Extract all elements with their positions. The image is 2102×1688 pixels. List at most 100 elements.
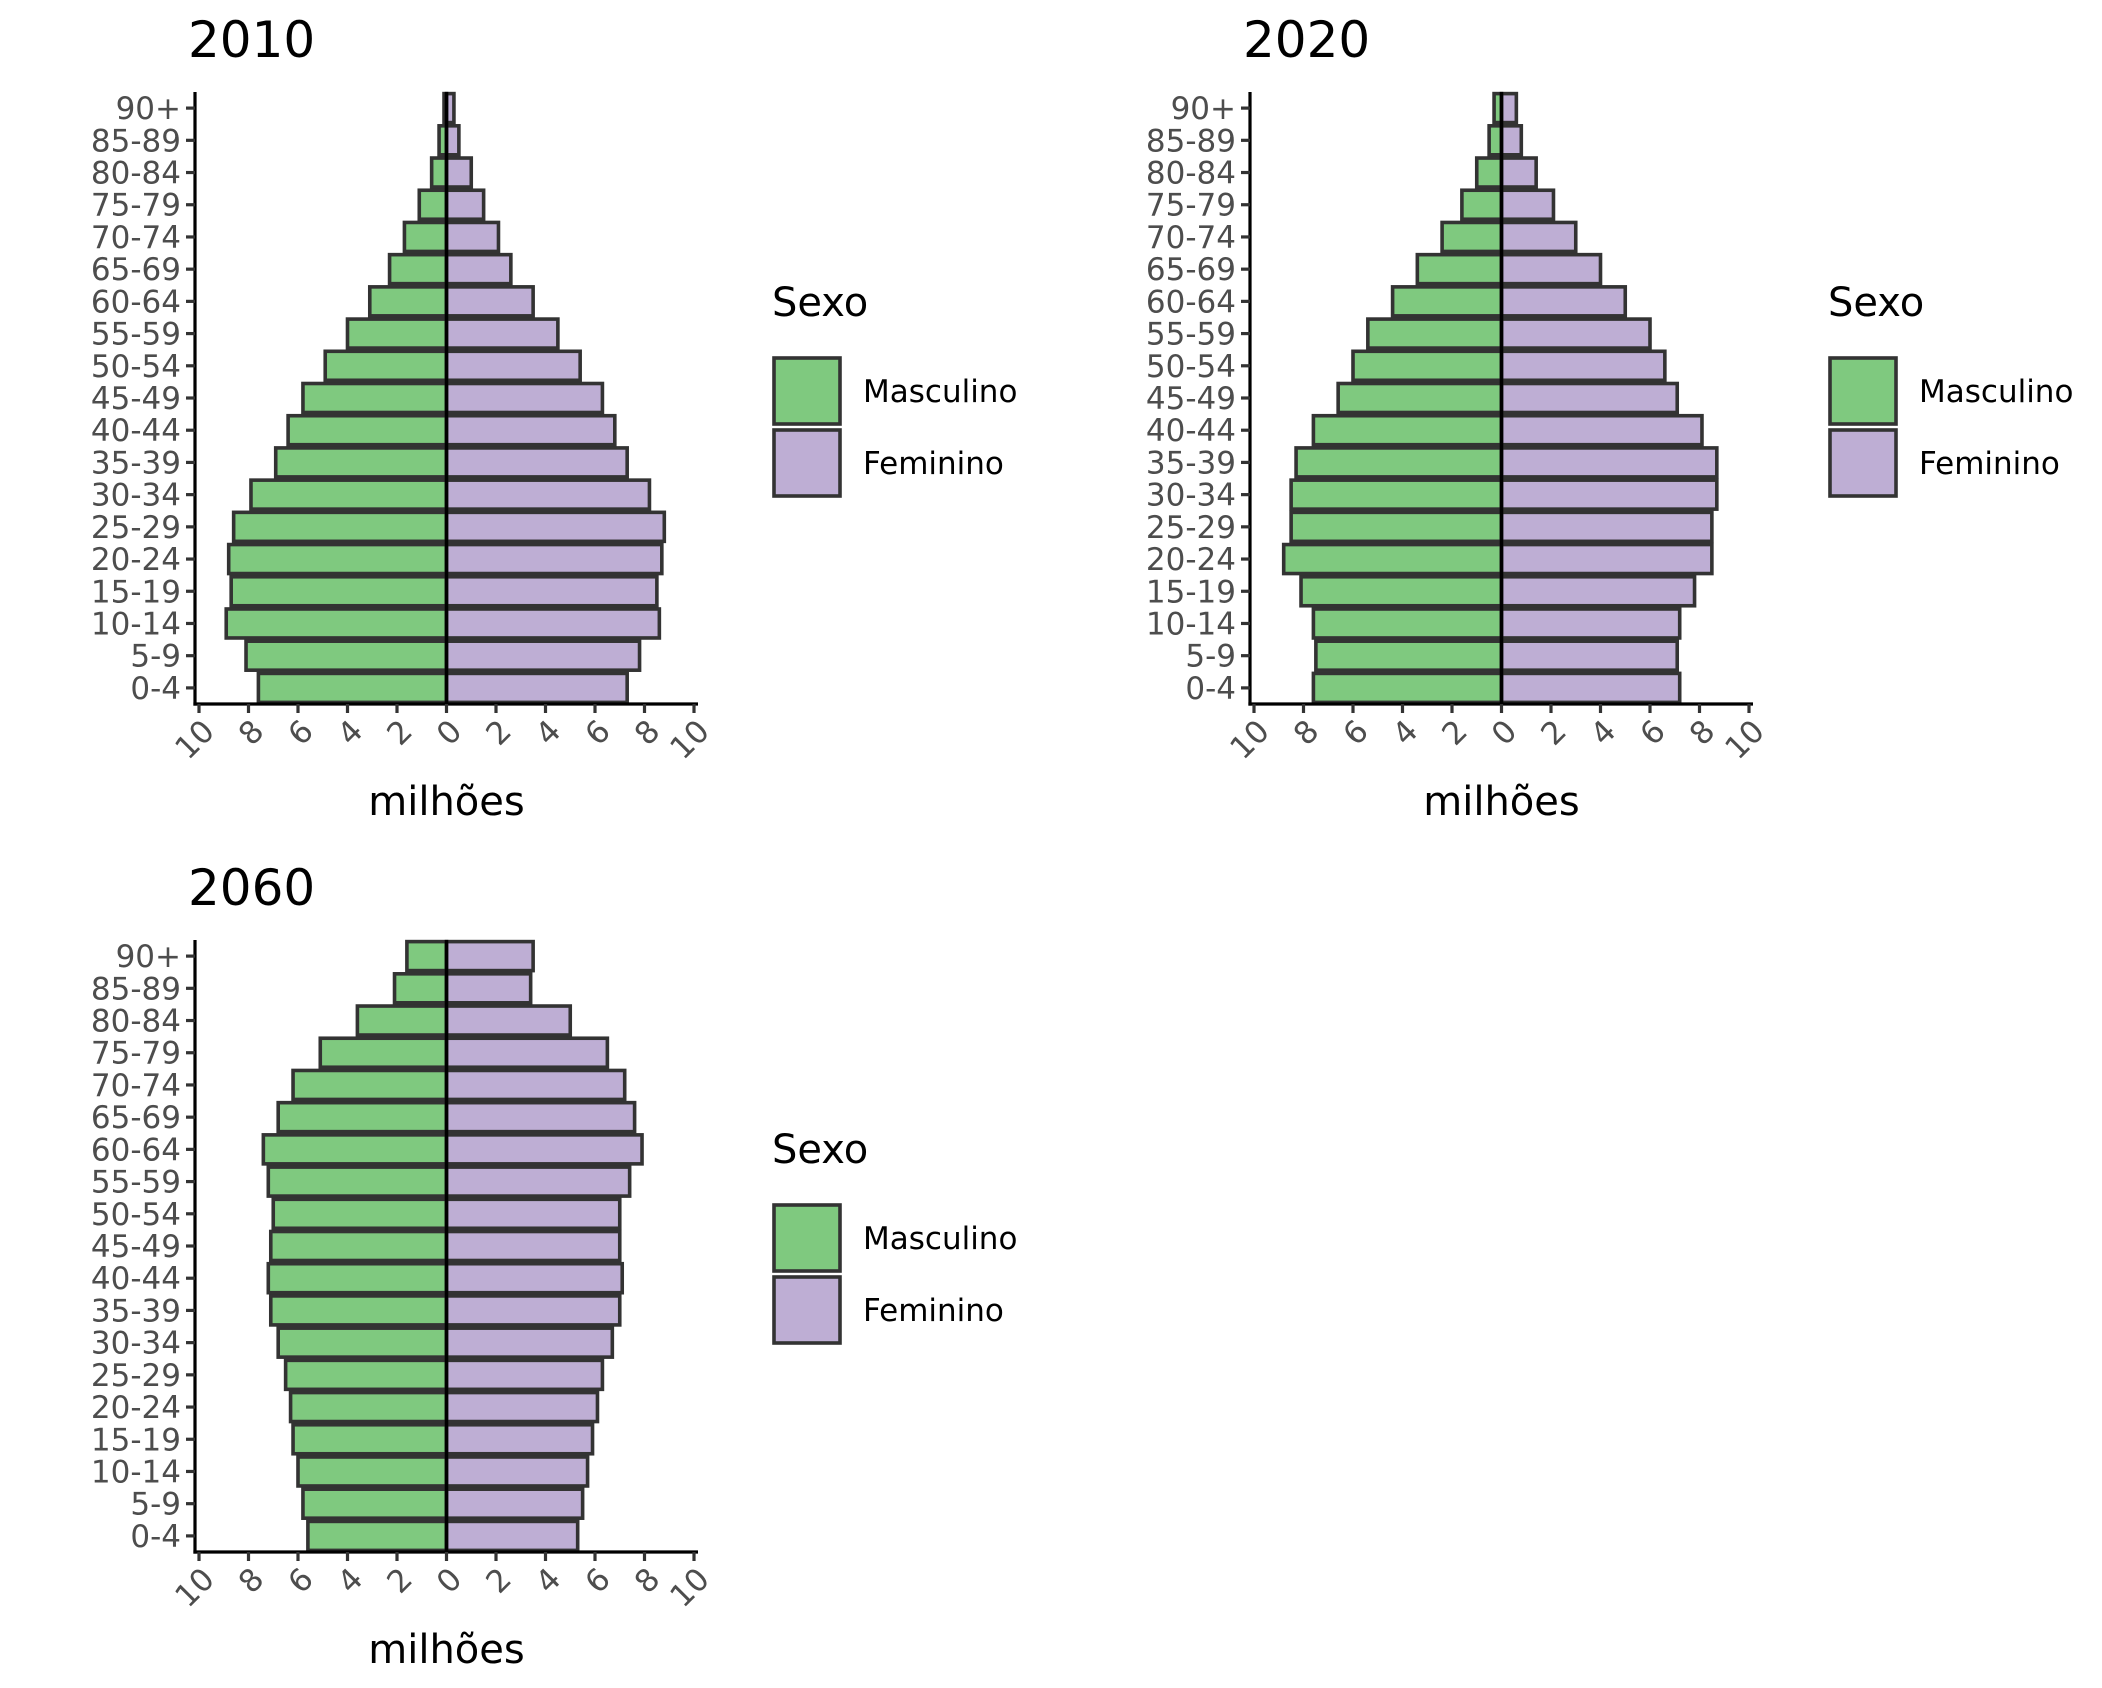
legend: Sexo Masculino Feminino (772, 280, 1017, 498)
age-group-label: 10-14 (91, 606, 181, 642)
bar-masculino-40-44 (286, 413, 449, 447)
bar-masculino-65-69 (387, 252, 449, 286)
pyramid-panel-1: 2020 0-45-910-1415-1920-2425-2930-3435-39… (1146, 11, 2074, 825)
bar-masculino-20-24 (288, 1390, 449, 1424)
legend-title: Sexo (772, 1127, 868, 1173)
bar-masculino-70-74 (402, 220, 449, 254)
bar-feminino-50-54 (444, 1197, 622, 1231)
x-tick-label: 10 (1718, 713, 1771, 766)
bar-masculino-0-4 (306, 1519, 449, 1553)
bar-masculino-30-34 (276, 1326, 449, 1359)
age-group-label: 50-54 (91, 1197, 181, 1233)
age-group-label: 15-19 (1146, 574, 1236, 610)
age-group-label: 55-59 (91, 1165, 181, 1201)
bar-masculino-30-34 (1289, 478, 1504, 511)
legend-key-feminino (772, 1275, 842, 1345)
bar-masculino-55-59 (345, 317, 449, 350)
x-tick-label: 8 (232, 713, 271, 752)
bar-masculino-55-59 (1366, 317, 1504, 350)
age-group-label: 35-39 (91, 1293, 181, 1329)
x-tick-label: 10 (168, 713, 221, 766)
age-group-label: 40-44 (1146, 413, 1236, 449)
bar-masculino-15-19 (1299, 574, 1504, 608)
bar-feminino-20-24 (1499, 542, 1714, 576)
bar-feminino-60-64 (444, 1133, 644, 1166)
legend-label-masculino: Masculino (1919, 374, 2073, 410)
bar-masculino-15-19 (291, 1422, 449, 1456)
legend-label-feminino: Feminino (863, 446, 1004, 482)
bar-feminino-10-14 (1499, 607, 1682, 640)
x-tick-label: 2 (1534, 713, 1573, 752)
x-tick-label: 4 (529, 713, 568, 752)
x-tick-label: 8 (232, 1561, 271, 1600)
age-group-label: 5-9 (130, 639, 181, 675)
legend-title: Sexo (1828, 280, 1924, 326)
bar-masculino-40-44 (1311, 413, 1504, 447)
x-tick-label: 4 (1584, 713, 1623, 752)
bar-feminino-20-24 (444, 1390, 600, 1424)
bar-masculino-65-69 (1415, 252, 1504, 286)
bar-feminino-65-69 (444, 1100, 637, 1134)
legend-key-masculino (1828, 356, 1898, 426)
age-group-label: 65-69 (91, 1100, 181, 1136)
x-tick-label: 10 (1223, 713, 1276, 766)
bar-feminino-55-59 (444, 1165, 632, 1198)
bar-feminino-15-19 (444, 1422, 595, 1456)
bar-masculino-85-89 (1487, 124, 1504, 157)
bar-masculino-60-64 (1390, 285, 1504, 318)
bar-masculino-75-79 (417, 188, 449, 222)
age-group-label: 45-49 (91, 381, 181, 417)
bar-feminino-25-29 (444, 510, 667, 544)
age-group-label: 0-4 (1185, 671, 1236, 707)
bar-feminino-75-79 (1499, 188, 1556, 222)
bar-feminino-35-39 (1499, 446, 1719, 479)
age-group-label: 35-39 (1146, 445, 1236, 481)
bar-masculino-65-69 (276, 1100, 449, 1134)
x-tick-label: 4 (331, 1561, 370, 1600)
x-tick-label: 2 (380, 1561, 419, 1600)
bar-masculino-45-49 (1336, 381, 1504, 415)
bar-feminino-10-14 (444, 1455, 590, 1488)
age-group-label: 25-29 (91, 1358, 181, 1394)
bar-feminino-35-39 (444, 446, 629, 479)
age-group-label: 65-69 (91, 252, 181, 288)
bar-masculino-20-24 (226, 542, 449, 576)
x-tick-label: 0 (430, 1561, 469, 1600)
x-tick-label: 0 (1485, 713, 1524, 752)
bar-feminino-75-79 (444, 1036, 610, 1070)
pyramid-panel-2: 2060 0-45-910-1415-1920-2425-2930-3435-39… (91, 859, 1018, 1673)
x-tick-label: 2 (1435, 713, 1474, 752)
bar-masculino-55-59 (266, 1165, 449, 1198)
bar-masculino-50-54 (271, 1197, 449, 1231)
bar-feminino-40-44 (1499, 413, 1704, 447)
legend-label-masculino: Masculino (863, 374, 1017, 410)
age-group-label: 30-34 (91, 478, 181, 514)
bar-feminino-30-34 (444, 478, 652, 511)
bar-feminino-5-9 (444, 639, 642, 672)
bar-feminino-0-4 (1499, 671, 1682, 705)
bar-feminino-25-29 (444, 1358, 605, 1392)
age-group-label: 10-14 (91, 1454, 181, 1490)
bar-feminino-5-9 (444, 1487, 585, 1520)
bar-masculino-20-24 (1281, 542, 1504, 576)
x-tick-label: 8 (628, 713, 667, 752)
legend-label-feminino: Feminino (863, 1293, 1004, 1329)
age-group-label: 15-19 (91, 1422, 181, 1458)
bar-feminino-55-59 (1499, 317, 1652, 350)
bar-masculino-15-19 (229, 574, 449, 608)
bar-masculino-45-49 (268, 1229, 449, 1263)
bar-masculino-60-64 (367, 285, 449, 318)
legend-key-feminino (772, 428, 842, 498)
bar-masculino-10-14 (296, 1455, 449, 1488)
bar-feminino-85-89 (444, 124, 461, 157)
bar-masculino-70-74 (1440, 220, 1504, 254)
bar-masculino-0-4 (1311, 671, 1504, 705)
age-group-label: 60-64 (91, 284, 181, 320)
x-tick-label: 0 (430, 713, 469, 752)
bar-feminino-90+ (1499, 91, 1519, 125)
bar-feminino-75-79 (444, 188, 486, 222)
age-group-label: 50-54 (91, 349, 181, 385)
age-group-label: 90+ (1171, 91, 1236, 127)
x-tick-label: 2 (479, 1561, 518, 1600)
